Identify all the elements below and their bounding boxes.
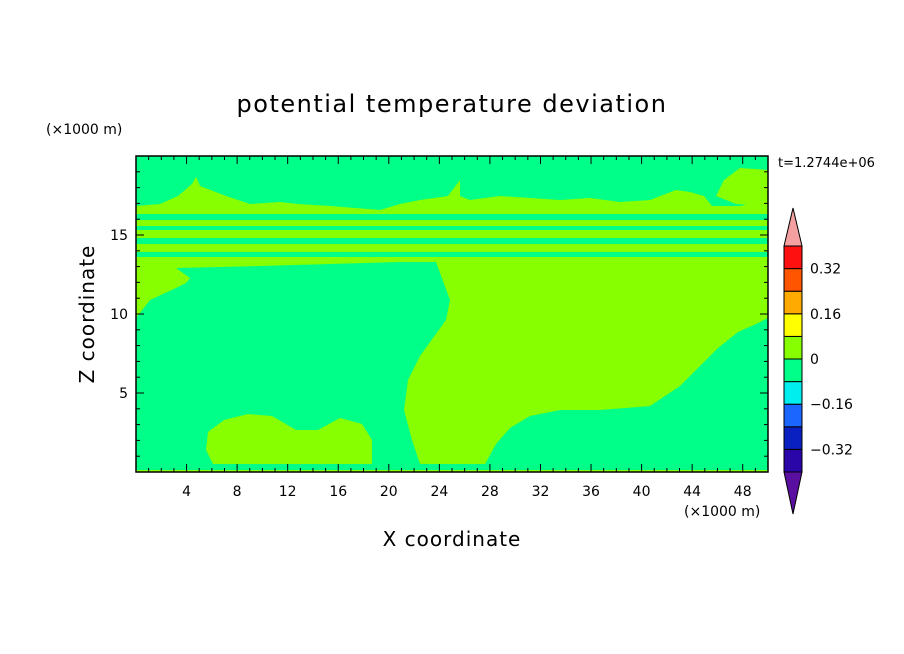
colorbar-swatch	[783, 290, 803, 315]
x-unit-label: (×1000 m)	[684, 504, 760, 520]
contour-region-lower-right	[484, 318, 768, 466]
time-label: t=1.2744e+06	[778, 156, 875, 171]
contour-band-4	[136, 252, 768, 257]
contour-band-3	[136, 238, 768, 244]
y-unit-label: (×1000 m)	[46, 122, 122, 138]
x-tick-label: 4	[182, 484, 191, 500]
x-ticks: 4 8 12 16 20 24 28 32 36 40 44 48	[148, 156, 756, 500]
colorbar-swatch	[783, 448, 803, 473]
contour-band-2	[136, 226, 768, 230]
x-tick-label: 28	[481, 484, 499, 500]
contour-band-bottom	[136, 464, 768, 470]
y-tick-label: 15	[110, 228, 128, 244]
contour-regions	[136, 156, 768, 470]
chart-title: potential temperature deviation	[237, 90, 668, 118]
colorbar-tick-label: 0	[810, 352, 819, 368]
y-ticks: 5 10 15	[110, 171, 768, 457]
x-tick-label: 20	[380, 484, 398, 500]
contour-region-upper-right	[460, 156, 768, 206]
y-tick-label: 5	[119, 386, 128, 402]
contour-region-upper-mid	[186, 156, 460, 210]
colorbar-swatch	[783, 426, 803, 450]
colorbar-tick-label: 0.32	[810, 262, 841, 278]
colorbar-swatch	[783, 335, 803, 360]
x-tick-label: 44	[683, 484, 701, 500]
x-tick-label: 12	[279, 484, 297, 500]
x-tick-label: 24	[430, 484, 448, 500]
colorbar-swatch	[783, 245, 803, 270]
x-tick-label: 8	[233, 484, 242, 500]
colorbar-tick-label: −0.32	[810, 442, 853, 458]
y-tick-label: 10	[110, 307, 128, 323]
colorbar-tick-label: −0.16	[810, 397, 853, 413]
contour-region-lower-left	[136, 262, 450, 466]
colorbar-swatch	[783, 268, 803, 292]
x-tick-label: 36	[582, 484, 600, 500]
contour-band-1	[136, 214, 768, 220]
x-tick-label: 40	[633, 484, 651, 500]
colorbar: 0.32 0.16 0 −0.16 −0.32	[783, 207, 853, 515]
colorbar-tick-label: 0.16	[810, 307, 841, 323]
colorbar-swatch	[783, 313, 803, 337]
colorbar-swatch	[783, 403, 803, 428]
y-axis-label: Z coordinate	[75, 245, 99, 384]
colorbar-swatch	[783, 358, 803, 383]
colorbar-swatch	[783, 381, 803, 405]
x-tick-label: 48	[734, 484, 752, 500]
contour-region-upper-left	[136, 156, 200, 206]
contour-region-right-patch	[716, 168, 768, 206]
colorbar-extend-low	[783, 471, 803, 515]
colorbar-extend-high	[783, 207, 803, 247]
x-tick-label: 32	[532, 484, 550, 500]
x-axis-label: X coordinate	[383, 527, 522, 551]
contour-region-right-mid	[452, 260, 768, 310]
contour-region-blob	[558, 172, 578, 188]
x-tick-label: 16	[329, 484, 347, 500]
